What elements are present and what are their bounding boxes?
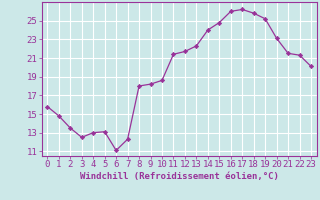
X-axis label: Windchill (Refroidissement éolien,°C): Windchill (Refroidissement éolien,°C) [80, 172, 279, 181]
